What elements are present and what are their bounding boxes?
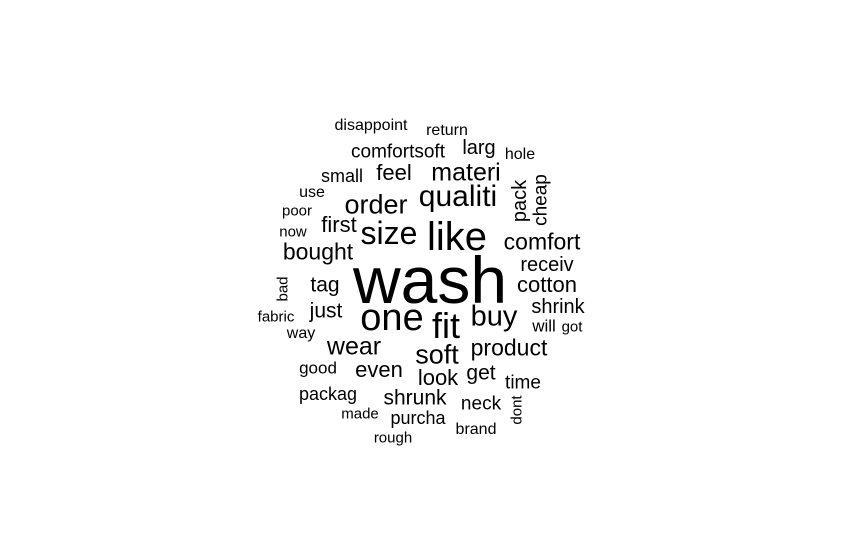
word-soft: soft [415, 339, 459, 370]
word-comfortsoft: comfortsoft [351, 141, 445, 163]
word-now: now [279, 223, 307, 241]
word-rough: rough [373, 429, 413, 447]
word-buy: buy [470, 300, 518, 333]
word-fabric: fabric [257, 308, 295, 326]
word-materi: materi [431, 158, 501, 187]
word-way: way [286, 325, 316, 342]
word-bought: bought [282, 238, 354, 265]
word-qualiti: qualiti [418, 180, 498, 213]
word-receiv: receiv [520, 254, 574, 276]
word-shrunk: shrunk [383, 386, 447, 410]
word-product: product [470, 334, 548, 361]
word-fit: fit [431, 305, 461, 346]
word-get: get [466, 361, 496, 385]
word-tag: tag [310, 273, 340, 297]
word-order: order [344, 189, 408, 220]
word-packag: packag [298, 384, 358, 404]
word-look: look [417, 365, 459, 390]
word-brand: brand [455, 421, 497, 438]
word-bad: bad [274, 276, 292, 302]
word-cheap: cheap [530, 174, 552, 226]
word-feel: feel [376, 160, 412, 185]
word-will: will [532, 316, 556, 336]
word-like: like [426, 215, 488, 259]
word-neck: neck [460, 393, 502, 415]
word-size: size [360, 215, 418, 251]
word-just: just [309, 299, 343, 323]
word-made: made [341, 405, 379, 423]
word-return: return [426, 122, 468, 139]
word-small: small [320, 166, 364, 186]
word-comfort: comfort [503, 228, 581, 255]
word-one: one [360, 297, 424, 339]
word-shrink: shrink [531, 296, 585, 318]
word-purcha: purcha [390, 408, 446, 428]
word-cotton: cotton [517, 272, 577, 297]
word-even: even [355, 357, 403, 382]
word-larg: larg [462, 137, 496, 159]
word-got: got [561, 318, 583, 336]
word-wash: wash [352, 243, 508, 317]
word-first: first [321, 212, 357, 237]
word-dont: dont [508, 395, 526, 425]
word-disappoint: disappoint [334, 117, 408, 134]
word-time: time [505, 372, 541, 394]
word-poor: poor [281, 202, 313, 220]
word-wear: wear [326, 332, 382, 361]
word-good: good [299, 358, 337, 378]
word-pack: pack [509, 179, 531, 223]
word-use: use [299, 184, 325, 201]
word-hole: hole [504, 146, 536, 163]
